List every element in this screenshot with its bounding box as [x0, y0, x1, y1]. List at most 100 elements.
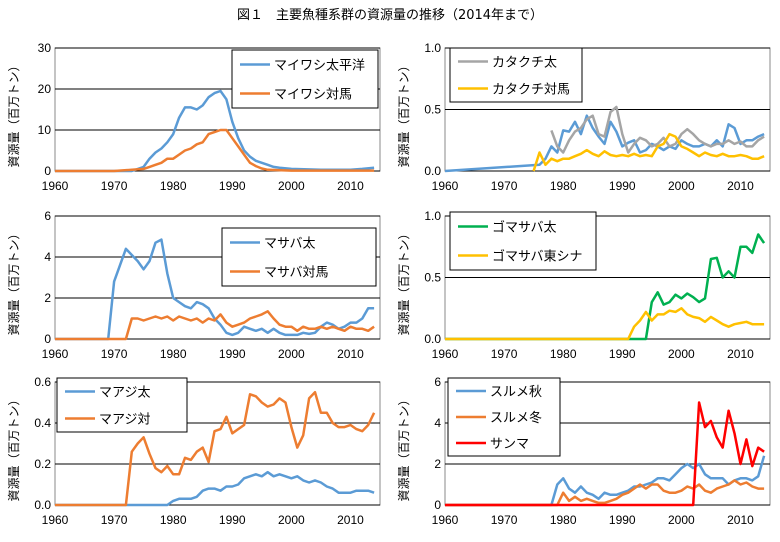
- y-tick-label: 1.0: [424, 209, 441, 223]
- x-tick-label: 2010: [727, 347, 754, 361]
- series-line: [55, 470, 375, 507]
- x-tick-label: 1970: [491, 179, 518, 193]
- chart-panel-3: 0 2 4 6 1960 1970 1980 1990 2000 2010 資源量（百万トン） マサバ…: [7, 209, 381, 361]
- y-tick-label: 20: [38, 82, 52, 96]
- x-tick-label: 1960: [432, 179, 459, 193]
- y-tick-label: 10: [38, 123, 52, 137]
- y-tick-label: 0.6: [34, 375, 51, 389]
- chart-panel-2: 0.0 0.5 1.0 1960 1970 1980 1990 2000 2010 資源量（百万ト…: [397, 41, 771, 193]
- series-line: [445, 401, 765, 507]
- chart-panel-1: 0 10 20 30 1960 1970 1980 1990 2000 2010 資源量（百万トン）…: [7, 41, 381, 193]
- series-line: [550, 105, 765, 154]
- y-tick-label: 0: [434, 498, 441, 512]
- x-tick-label: 1990: [609, 179, 636, 193]
- legend-box: [231, 49, 379, 109]
- x-tick-label: 1970: [101, 513, 128, 527]
- x-tick-label: 1970: [101, 179, 128, 193]
- x-tick-label: 1960: [42, 513, 69, 527]
- series-line: [55, 238, 375, 341]
- y-axis-label: 資源量（百万トン）: [7, 393, 21, 501]
- legend-label: カタクチ太: [492, 56, 557, 71]
- legend-label: マイワシ対馬: [274, 88, 352, 103]
- series-line: [445, 307, 765, 341]
- y-tick-label: 4: [434, 416, 441, 430]
- legend-box: [221, 227, 377, 287]
- x-tick-label: 2000: [668, 347, 695, 361]
- x-tick-label: 1960: [432, 513, 459, 527]
- series-line: [55, 128, 375, 173]
- legend-box: [449, 47, 583, 103]
- x-tick-label: 1980: [160, 179, 187, 193]
- y-tick-label: 30: [38, 41, 52, 55]
- legend-label: スルメ秋: [490, 385, 542, 400]
- y-tick-label: 0.2: [34, 457, 51, 471]
- legend-label: スルメ冬: [490, 410, 542, 426]
- x-tick-label: 1980: [160, 513, 187, 527]
- y-tick-label: 1.0: [424, 41, 441, 55]
- legend-label: マイワシ太平洋: [274, 59, 365, 74]
- x-tick-label: 1990: [609, 513, 636, 527]
- legend-label: ゴマサバ東シナ: [492, 249, 582, 265]
- chart-panel-5: 0.0 0.2 0.4 0.6 1960 1970 1980 1990 2000 2010 資源量（…: [7, 375, 381, 527]
- figure-title: 図１ 主要魚種系群の資源量の推移（2014年まで）: [236, 8, 544, 23]
- x-tick-label: 2000: [668, 513, 695, 527]
- legend-label: マアジ対: [99, 413, 150, 428]
- x-tick-label: 1960: [42, 347, 69, 361]
- legend-label: ゴマサバ太: [492, 220, 556, 236]
- legend-label: マサバ太: [264, 237, 315, 252]
- y-axis-label: 資源量（百万トン）: [397, 59, 411, 167]
- legend-label: マアジ太: [99, 386, 150, 401]
- y-tick-label: 2: [434, 457, 441, 471]
- x-tick-label: 1990: [219, 179, 246, 193]
- y-tick-label: 0: [44, 332, 51, 346]
- x-tick-label: 1990: [609, 347, 636, 361]
- legend-label: マサバ対馬: [264, 266, 328, 281]
- y-tick-label: 0: [44, 164, 51, 178]
- x-tick-label: 2000: [278, 513, 305, 527]
- x-tick-label: 2010: [337, 179, 364, 193]
- series-line: [445, 233, 766, 341]
- x-tick-label: 1960: [42, 179, 69, 193]
- x-tick-label: 1980: [550, 179, 577, 193]
- legend-box: [449, 211, 597, 271]
- series-line: [532, 132, 765, 172]
- x-tick-label: 1970: [491, 513, 518, 527]
- y-tick-label: 6: [44, 209, 51, 223]
- series-line: [55, 310, 375, 341]
- series-line: [55, 390, 376, 507]
- y-tick-label: 6: [434, 375, 441, 389]
- y-tick-label: 0.4: [34, 416, 51, 430]
- x-tick-label: 1990: [219, 513, 246, 527]
- series-line: [55, 89, 375, 173]
- x-tick-label: 2000: [668, 179, 695, 193]
- x-tick-label: 2010: [337, 513, 364, 527]
- x-tick-label: 2010: [727, 179, 754, 193]
- y-axis-label: 資源量（百万トン）: [397, 227, 411, 335]
- x-tick-label: 1980: [160, 347, 187, 361]
- y-tick-label: 0.0: [424, 332, 441, 346]
- y-tick-label: 4: [44, 250, 51, 264]
- y-tick-label: 0.0: [34, 498, 51, 512]
- x-tick-label: 1980: [550, 513, 577, 527]
- y-tick-label: 0.5: [424, 271, 441, 285]
- x-tick-label: 2010: [337, 347, 364, 361]
- y-axis-label: 資源量（百万トン）: [397, 393, 411, 501]
- x-tick-label: 2010: [727, 513, 754, 527]
- legend-label: サンマ: [490, 437, 529, 452]
- series-line: [445, 455, 766, 507]
- y-tick-label: 0.5: [424, 103, 441, 117]
- x-tick-label: 1990: [219, 347, 246, 361]
- legend-box: [56, 377, 188, 433]
- y-tick-label: 0.0: [424, 164, 441, 178]
- x-tick-label: 1970: [101, 347, 128, 361]
- x-tick-label: 1960: [432, 347, 459, 361]
- legend-label: カタクチ対馬: [492, 83, 570, 98]
- y-axis-label: 資源量（百万トン）: [7, 227, 21, 335]
- x-tick-label: 2000: [278, 347, 305, 361]
